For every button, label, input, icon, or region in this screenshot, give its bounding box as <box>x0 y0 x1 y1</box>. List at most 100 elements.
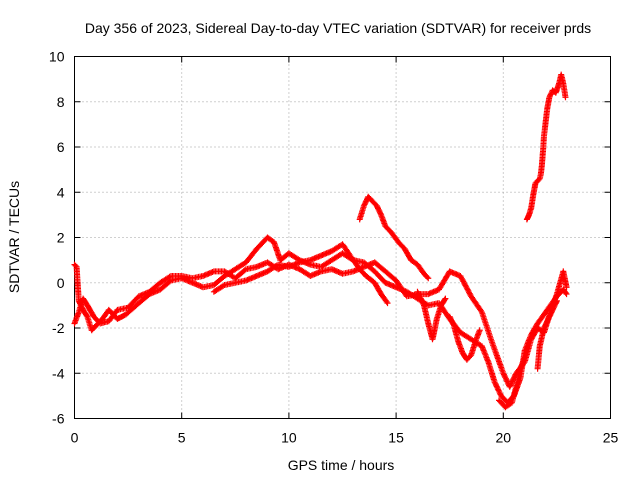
trace-g-marker-segment <box>508 385 519 406</box>
trace-a-marker-segment <box>123 301 141 318</box>
trace-b-marker-segment <box>105 308 120 325</box>
trace-c-marker <box>384 300 391 307</box>
trace-i-marker-segment <box>544 95 553 112</box>
x-tick-labels: 0 5 10 15 20 25 <box>71 430 619 446</box>
trace-a-marker-segment <box>371 268 388 285</box>
trace-e-marker-segment <box>438 296 448 309</box>
trace-c-marker-segment <box>371 279 384 296</box>
y-tick-labels: -6 -4 -2 0 2 4 6 8 10 <box>49 49 65 427</box>
trace-b-marker-segment <box>393 277 409 298</box>
trace-a-marker-segment <box>270 239 283 262</box>
trace-b-marker-segment <box>328 266 345 277</box>
trace-b-marker-segment <box>200 269 216 279</box>
x-tick-label: 0 <box>71 430 79 446</box>
y-tick-label: -6 <box>52 411 65 427</box>
trace-a-marker-segment <box>243 247 259 266</box>
y-tick-label: 4 <box>57 184 65 200</box>
trace-i-marker-segment <box>536 172 544 182</box>
trace-b-marker-segment <box>232 267 248 282</box>
trace-a-marker-segment <box>80 306 90 319</box>
y-tick-label: -2 <box>52 320 65 336</box>
trace-b-marker-segment <box>90 313 103 326</box>
trace-e-marker-segment <box>414 288 427 307</box>
trace-b-marker-segment <box>506 371 519 390</box>
trace-a-marker-segment <box>491 379 504 398</box>
trace-a-marker-segment <box>210 274 227 288</box>
trace-h-marker-segment <box>534 344 543 372</box>
trace-b-marker-segment <box>489 340 506 375</box>
x-tick-label: 20 <box>496 430 512 446</box>
trace-b-marker-segment <box>382 268 398 283</box>
trace-i-marker-segment <box>538 150 546 169</box>
trace-b-marker-segment <box>84 302 97 319</box>
trace-i-marker <box>562 94 569 101</box>
trace-b-marker-segment <box>253 260 270 270</box>
trace-c-marker-segment <box>210 282 227 295</box>
trace-c-marker-segment <box>350 257 362 271</box>
trace-f-marker-segment <box>451 322 461 344</box>
trace-a-marker-segment <box>318 258 334 270</box>
trace-d-marker-segment <box>388 230 401 244</box>
trace-h-marker <box>553 297 560 304</box>
trace-a-marker-segment <box>73 263 82 303</box>
trace-i-marker-segment <box>560 80 569 99</box>
trace-c-marker-segment <box>356 266 368 278</box>
trace-h-marker-segment <box>549 299 560 313</box>
trace-c-marker-segment <box>363 273 377 285</box>
trace-d-marker-segment <box>382 223 394 235</box>
trace-b-marker-segment <box>157 273 173 286</box>
trace-a-marker-segment <box>232 260 248 273</box>
trace-g-marker-segment <box>513 367 524 390</box>
trace-d-marker-segment <box>365 193 375 204</box>
trace-a-marker-segment <box>88 323 98 334</box>
y-tick-label: -4 <box>52 365 65 381</box>
x-axis-label: GPS time / hours <box>288 457 395 473</box>
trace-c-marker-segment <box>339 241 356 262</box>
y-tick-label: 10 <box>49 49 65 65</box>
trace-f-marker-segment <box>463 353 474 363</box>
trace-f-marker <box>476 327 483 334</box>
trace-i-marker-segment <box>541 116 549 139</box>
trace-g-marker-segment <box>502 400 514 411</box>
trace-d-marker-segment <box>408 257 420 267</box>
chart-title: Day 356 of 2023, Sidereal Day-to-day VTE… <box>85 20 591 36</box>
trace-a-marker <box>563 291 570 298</box>
trace-a-marker-segment <box>560 286 569 296</box>
trace-b-marker-segment <box>457 273 474 298</box>
trace-i-marker-segment <box>528 193 537 212</box>
trace-g-marker <box>521 354 528 361</box>
x-tick-label: 15 <box>388 430 404 446</box>
trace-a-marker-segment <box>457 329 473 342</box>
data-markers <box>71 71 570 411</box>
trace-d-marker-segment <box>401 245 414 262</box>
trace-b-marker-segment <box>146 280 163 295</box>
trace-b-marker-segment <box>318 266 334 275</box>
trace-d-marker-segment <box>369 198 379 208</box>
x-tick-label: 10 <box>281 430 297 446</box>
trace-b-marker-segment <box>125 294 141 311</box>
trace-e-marker-segment <box>421 302 431 325</box>
y-axis-label: SDTVAR / TECUs <box>6 181 22 293</box>
y-tick-label: 8 <box>57 94 65 110</box>
trace-d-marker-segment <box>395 239 407 251</box>
trace-i-marker-segment <box>532 179 540 187</box>
y-tick-label: 2 <box>57 230 65 246</box>
trace-a-marker-segment <box>253 235 270 252</box>
trace-b-marker-segment <box>436 269 452 293</box>
y-tick-label: 0 <box>57 275 65 291</box>
y-tick-label: 6 <box>57 139 65 155</box>
trace-a-marker-segment <box>264 234 276 245</box>
trace-d-marker <box>425 275 432 282</box>
trace-b-marker-segment <box>478 309 496 346</box>
trace-i-marker-segment <box>540 134 547 155</box>
x-tick-label: 25 <box>603 430 619 446</box>
trace-e-marker <box>442 295 449 302</box>
trace-i-marker-segment <box>534 176 542 184</box>
trace-d-marker-segment <box>414 261 427 276</box>
trace-b-marker-segment <box>468 293 484 314</box>
trace-h-marker-segment <box>536 326 547 350</box>
x-tick-label: 5 <box>178 430 186 446</box>
trace-a-marker-segment <box>114 312 128 322</box>
trace-a-marker-segment <box>478 343 491 364</box>
